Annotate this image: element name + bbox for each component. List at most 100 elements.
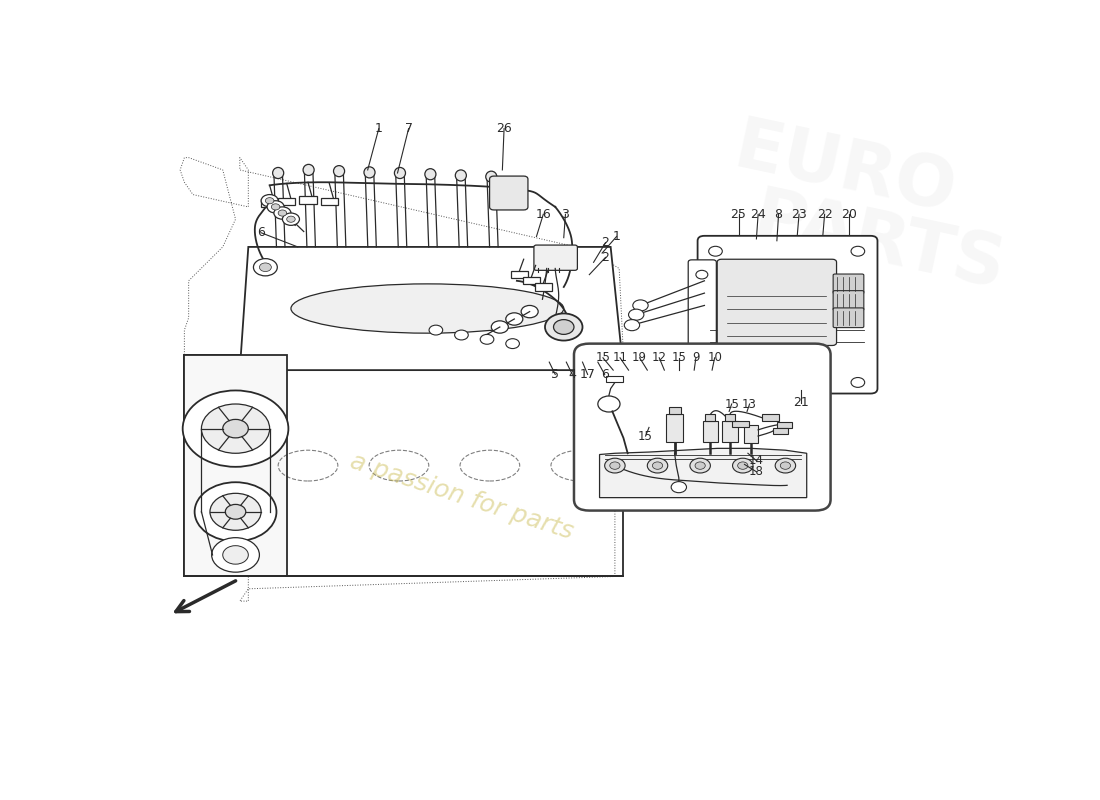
Text: 5: 5 [551, 368, 559, 381]
Ellipse shape [364, 167, 375, 178]
Circle shape [260, 263, 272, 271]
Circle shape [776, 458, 795, 473]
Text: 4: 4 [569, 368, 576, 381]
Ellipse shape [486, 171, 497, 182]
Circle shape [625, 320, 639, 330]
Ellipse shape [425, 169, 436, 180]
Text: 10: 10 [707, 351, 722, 364]
Text: 16: 16 [536, 208, 551, 221]
Text: PARTS: PARTS [747, 183, 1012, 304]
Circle shape [521, 306, 538, 318]
Ellipse shape [395, 167, 406, 178]
Circle shape [222, 419, 249, 438]
Bar [703, 421, 718, 442]
Circle shape [708, 246, 723, 256]
FancyBboxPatch shape [833, 274, 864, 294]
Text: 6: 6 [257, 226, 265, 239]
Circle shape [695, 462, 705, 470]
Circle shape [553, 320, 574, 334]
Bar [261, 199, 278, 207]
Circle shape [696, 344, 707, 353]
Polygon shape [600, 448, 806, 498]
Text: 12: 12 [651, 351, 667, 364]
Circle shape [671, 482, 686, 493]
Circle shape [609, 462, 620, 470]
Circle shape [647, 458, 668, 473]
Bar [510, 271, 528, 278]
Circle shape [210, 494, 261, 530]
Bar [777, 422, 792, 428]
Text: 15: 15 [724, 398, 739, 410]
Text: 17: 17 [580, 368, 595, 381]
FancyBboxPatch shape [833, 308, 864, 328]
Bar [772, 428, 788, 434]
Bar [761, 414, 779, 421]
FancyBboxPatch shape [490, 176, 528, 210]
Text: 23: 23 [791, 208, 807, 221]
Circle shape [851, 378, 865, 387]
Circle shape [506, 313, 522, 325]
Ellipse shape [333, 166, 344, 177]
Circle shape [195, 482, 276, 542]
Text: 15: 15 [671, 351, 686, 364]
Circle shape [272, 204, 279, 210]
Bar [666, 414, 683, 442]
Bar [669, 407, 681, 414]
Bar [522, 277, 540, 285]
Circle shape [278, 210, 287, 216]
Circle shape [265, 198, 274, 204]
Circle shape [454, 330, 469, 340]
Text: 24: 24 [750, 208, 766, 221]
Circle shape [652, 462, 662, 470]
Circle shape [780, 462, 791, 470]
Text: 20: 20 [842, 208, 857, 221]
Circle shape [226, 505, 245, 519]
Bar [725, 414, 735, 421]
Circle shape [628, 309, 643, 320]
Circle shape [851, 246, 865, 256]
Text: 15: 15 [595, 351, 610, 364]
Circle shape [211, 538, 260, 572]
Polygon shape [240, 247, 624, 370]
Text: 1: 1 [375, 122, 383, 135]
FancyBboxPatch shape [534, 245, 578, 270]
Text: EURO: EURO [728, 113, 962, 227]
Circle shape [492, 321, 508, 333]
Text: 21: 21 [793, 396, 808, 410]
Ellipse shape [273, 167, 284, 178]
FancyBboxPatch shape [689, 260, 716, 363]
Bar [535, 283, 552, 290]
FancyBboxPatch shape [697, 236, 878, 394]
Ellipse shape [304, 164, 315, 175]
Text: 19: 19 [632, 351, 647, 364]
Circle shape [506, 338, 519, 349]
Text: 3: 3 [561, 208, 570, 221]
Text: 1: 1 [613, 230, 620, 243]
Text: a passion for parts: a passion for parts [346, 449, 576, 544]
Bar [732, 421, 749, 426]
Text: 25: 25 [730, 208, 747, 221]
Text: 6: 6 [601, 368, 608, 381]
Text: 2: 2 [602, 251, 609, 264]
Text: 26: 26 [496, 122, 512, 135]
Text: 22: 22 [816, 208, 833, 221]
Circle shape [632, 300, 648, 311]
Circle shape [696, 270, 707, 279]
Text: 18: 18 [749, 466, 763, 478]
Circle shape [738, 462, 748, 470]
FancyBboxPatch shape [833, 290, 864, 310]
FancyBboxPatch shape [574, 344, 830, 510]
Circle shape [261, 194, 278, 207]
Circle shape [733, 458, 754, 473]
Text: 11: 11 [613, 351, 627, 364]
Bar [606, 376, 624, 382]
Circle shape [544, 314, 583, 341]
Text: 2: 2 [602, 236, 609, 249]
Ellipse shape [455, 170, 466, 181]
Bar [705, 414, 715, 421]
Circle shape [429, 325, 442, 335]
FancyBboxPatch shape [717, 259, 837, 346]
Bar [321, 198, 338, 205]
Text: 14: 14 [749, 454, 763, 467]
Circle shape [287, 216, 295, 222]
